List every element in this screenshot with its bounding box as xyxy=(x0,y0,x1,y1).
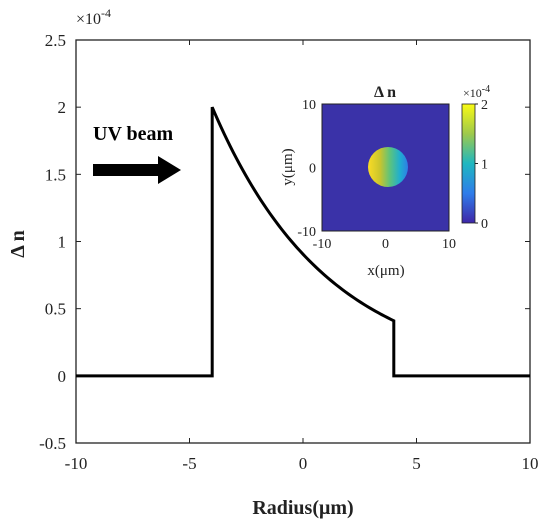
y-tick-label-3: 1 xyxy=(58,233,67,252)
colorbar-exponent: ×10-4 xyxy=(463,84,490,100)
x-tick-label-4: 10 xyxy=(522,454,539,473)
inset-title: Δ n xyxy=(374,84,396,101)
y-tick-label-1: 0 xyxy=(58,367,67,386)
main-tick-labels: -10 -5 0 5 10-0.500.511.522.5 xyxy=(39,31,538,473)
inset-y-tick-label-2: -10 xyxy=(297,225,316,240)
colorbar xyxy=(461,103,476,224)
x-tick-label-1: -5 xyxy=(182,454,196,473)
y-tick-label-0: -0.5 xyxy=(39,434,66,453)
inset-y-label: y(μm) xyxy=(280,148,296,185)
inset-disk xyxy=(368,147,408,187)
colorbar-tick-label-0: 2 xyxy=(481,98,488,113)
inset-y-tick-label-0: 10 xyxy=(302,98,316,113)
inset-x-tick-label-0: -10 xyxy=(313,237,332,252)
y-tick-label-4: 1.5 xyxy=(45,165,66,184)
x-axis-title: Radius(μm) xyxy=(252,497,353,519)
inset-x-label: x(μm) xyxy=(367,263,404,279)
x-tick-label-0: -10 xyxy=(65,454,88,473)
y-scale-exponent: -4 xyxy=(101,6,111,20)
x-tick-label-2: 0 xyxy=(299,454,308,473)
uv-beam-label: UV beam xyxy=(93,123,174,145)
series-line xyxy=(76,106,530,378)
inset-y-tick-label-1: 0 xyxy=(309,162,316,177)
y-axis-title: Δ n xyxy=(7,230,29,258)
y-tick-label-2: 0.5 xyxy=(45,300,66,319)
y-scale-factor: ×10-4 xyxy=(76,6,111,28)
y-tick-label-5: 2 xyxy=(58,98,67,117)
colorbar-ticks: 2 1 0 xyxy=(475,98,488,232)
uv-beam-arrow xyxy=(93,156,181,184)
colorbar-tick-label-1: 1 xyxy=(481,158,488,173)
inset-x-tick-label-2: 10 xyxy=(442,237,456,252)
y-tick-label-6: 2.5 xyxy=(45,31,66,50)
inset-ticks: -10 0 10 10 0 -10 xyxy=(297,98,456,252)
x-tick-label-3: 5 xyxy=(412,454,421,473)
inset-x-tick-label-1: 0 xyxy=(382,237,389,252)
colorbar-tick-label-2: 0 xyxy=(481,217,488,232)
